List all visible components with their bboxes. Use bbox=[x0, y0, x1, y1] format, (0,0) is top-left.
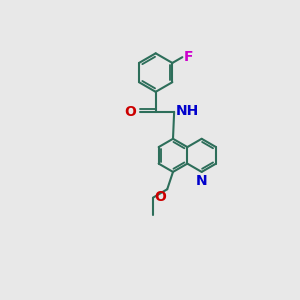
Text: O: O bbox=[154, 190, 166, 204]
Text: N: N bbox=[196, 174, 208, 188]
Text: F: F bbox=[184, 50, 194, 64]
Text: O: O bbox=[124, 105, 136, 119]
Text: NH: NH bbox=[176, 104, 199, 118]
